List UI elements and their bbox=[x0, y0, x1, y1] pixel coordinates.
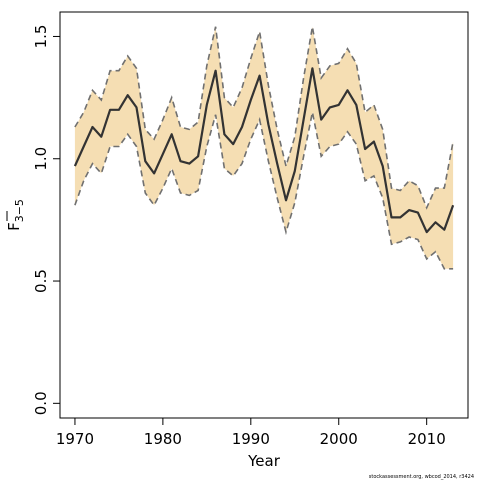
estimate-line bbox=[73, 67, 455, 234]
upper-bound-line bbox=[74, 26, 454, 210]
x-tick-label: 2010 bbox=[408, 430, 446, 448]
y-axis-title: F3−5 bbox=[5, 199, 26, 231]
y-tick-label: 0.5 bbox=[32, 269, 50, 293]
lower-bound-line bbox=[74, 112, 454, 270]
y-axis-title-subscript: 3−5 bbox=[13, 199, 26, 222]
y-tick-label: 1.5 bbox=[32, 25, 50, 49]
y-tick-label: 1.0 bbox=[32, 147, 50, 171]
x-tick-label: 1970 bbox=[56, 430, 94, 448]
x-axis-title: Year bbox=[247, 452, 281, 470]
confidence-band bbox=[74, 26, 454, 269]
plot-frame bbox=[59, 11, 469, 419]
credit-note: stockassessment.org, wbcod_2014, r3424 bbox=[369, 474, 474, 480]
y-tick-label: 0.0 bbox=[32, 391, 50, 415]
x-tick-label: 2000 bbox=[320, 430, 358, 448]
y-axis-title-main: F bbox=[5, 222, 23, 231]
x-axis: 1970 1980 1990 2000 2010 bbox=[56, 418, 446, 448]
svg-text:F3−5: F3−5 bbox=[5, 199, 26, 231]
y-axis: 0.0 0.5 1.0 1.5 bbox=[32, 25, 60, 415]
plot-area bbox=[73, 26, 455, 270]
x-tick-label: 1980 bbox=[144, 430, 182, 448]
x-tick-label: 1990 bbox=[232, 430, 270, 448]
